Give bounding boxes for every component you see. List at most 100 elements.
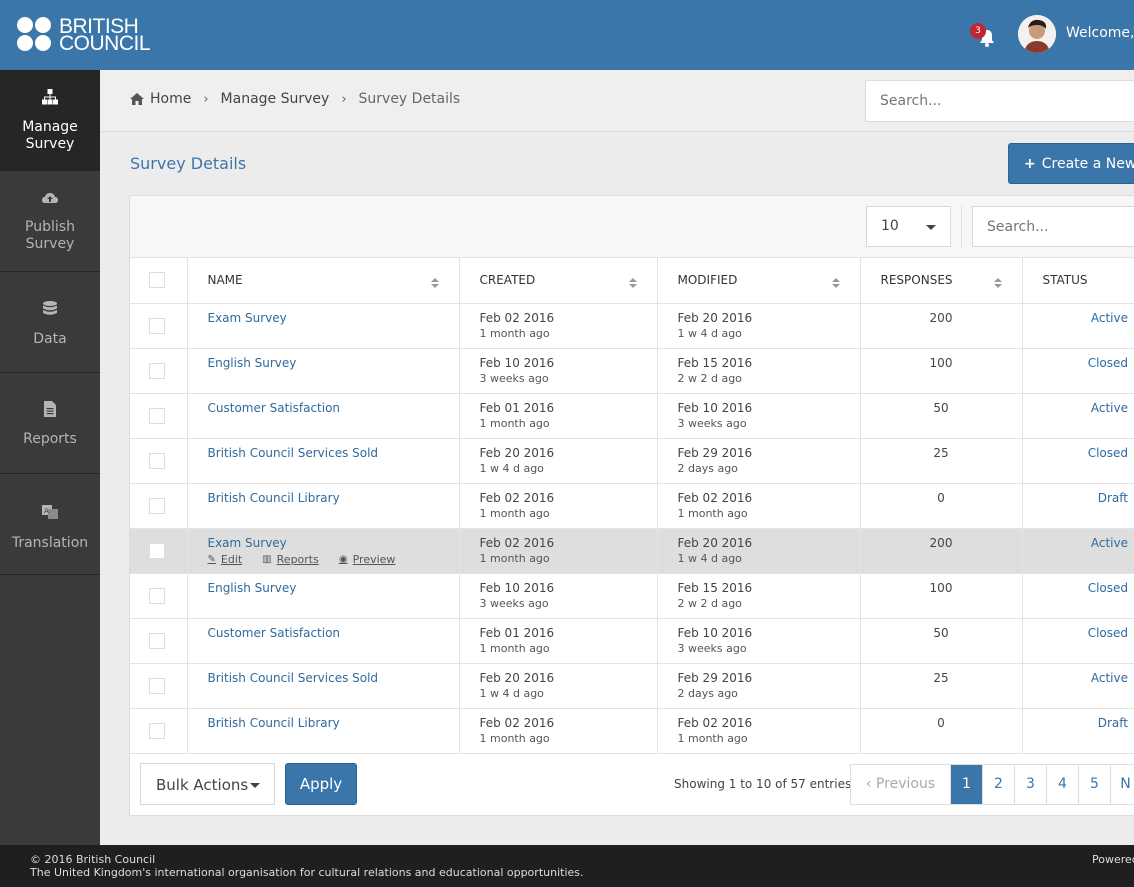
row-checkbox[interactable]	[149, 452, 165, 469]
preview-action[interactable]: ◉ Preview	[339, 553, 396, 566]
responses-cell: 100	[860, 348, 1023, 394]
modified-relative: 2 w 2 d ago	[677, 371, 742, 385]
created-relative: 3 weeks ago	[479, 596, 549, 610]
row-checkbox[interactable]	[149, 362, 165, 379]
modified-cell: Feb 20 2016 1 w 4 d ago	[657, 528, 861, 574]
apply-button[interactable]: Apply	[285, 763, 357, 805]
page-footer: © 2016 British Council The United Kingdo…	[0, 845, 1134, 887]
responses-cell: 0	[860, 708, 1023, 754]
table-row[interactable]: British Council Services Sold Feb 20 201…	[130, 663, 1134, 709]
table-row[interactable]: Customer Satisfaction Feb 01 2016 1 month…	[130, 618, 1134, 664]
sidebar-label-publish-1: Publish	[25, 219, 75, 235]
welcome-text[interactable]: Welcome,	[1066, 25, 1134, 41]
row-checkbox[interactable]	[149, 542, 165, 559]
modified-relative: 3 weeks ago	[677, 416, 747, 430]
row-checkbox[interactable]	[149, 317, 165, 334]
sidebar-label-translation: Translation	[11, 535, 89, 551]
status-badge: Closed	[1022, 573, 1134, 619]
sidebar-label-reports: Reports	[23, 431, 77, 447]
global-search-input[interactable]	[865, 80, 1134, 122]
sidebar-item-publish-survey[interactable]: Publish Survey	[0, 171, 100, 272]
survey-name-link[interactable]: British Council Services Sold	[207, 670, 379, 685]
reports-label: Reports	[276, 552, 319, 566]
survey-name-link[interactable]: British Council Library	[207, 490, 340, 505]
home-icon	[130, 93, 144, 105]
preview-label: Preview	[352, 552, 396, 566]
survey-name-link[interactable]: British Council Services Sold	[207, 445, 379, 460]
name-cell: British Council Services Sold	[187, 663, 460, 709]
survey-name-link[interactable]: Exam Survey	[207, 535, 287, 550]
sidebar-item-reports[interactable]: Reports	[0, 373, 100, 474]
chevron-right-icon: ›	[341, 91, 347, 107]
survey-name-link[interactable]: British Council Library	[207, 715, 340, 730]
breadcrumb-home[interactable]: Home	[150, 91, 192, 107]
table-row[interactable]: Customer Satisfaction Feb 01 2016 1 month…	[130, 393, 1134, 439]
page-size-value: 10	[881, 218, 899, 234]
british-council-logo[interactable]: BRITISH COUNCIL	[17, 15, 151, 54]
page-2-button[interactable]: 2	[983, 765, 1015, 804]
table-row[interactable]: British Council Library Feb 02 2016 1 mon…	[130, 483, 1134, 529]
row-checkbox[interactable]	[149, 587, 165, 604]
survey-name-link[interactable]: Exam Survey	[207, 310, 287, 325]
column-header-name[interactable]: NAME	[187, 258, 460, 304]
survey-name-link[interactable]: Customer Satisfaction	[207, 400, 341, 415]
select-all-checkbox[interactable]	[149, 272, 165, 289]
status-badge: Active	[1022, 393, 1134, 439]
bulk-actions-select[interactable]: Bulk Actions	[140, 763, 275, 805]
avatar[interactable]	[1018, 15, 1056, 53]
column-header-created[interactable]: CREATED	[459, 258, 658, 304]
column-header-responses[interactable]: RESPONSES	[860, 258, 1023, 304]
created-relative: 1 month ago	[479, 641, 550, 655]
status-badge: Active	[1022, 528, 1134, 574]
table-row[interactable]: English Survey Feb 10 2016 3 weeks ago Fe…	[130, 573, 1134, 619]
create-new-button[interactable]: + Create a New	[1008, 143, 1134, 184]
survey-name-link[interactable]: English Survey	[207, 355, 297, 370]
page-3-button[interactable]: 3	[1015, 765, 1047, 804]
created-date: Feb 01 2016	[479, 625, 555, 640]
created-date: Feb 10 2016	[479, 580, 555, 595]
table-row[interactable]: British Council Library Feb 02 2016 1 mon…	[130, 708, 1134, 754]
modified-cell: Feb 15 2016 2 w 2 d ago	[657, 348, 861, 394]
previous-page-button[interactable]: ‹ Previous	[851, 765, 951, 804]
cloud-upload-icon	[42, 193, 58, 203]
next-page-button[interactable]: N	[1111, 765, 1134, 804]
row-checkbox[interactable]	[149, 407, 165, 424]
page-1-button[interactable]: 1	[951, 765, 983, 804]
table-search-input[interactable]	[972, 206, 1134, 247]
row-select-cell	[130, 348, 188, 394]
row-checkbox[interactable]	[149, 497, 165, 514]
created-date: Feb 02 2016	[479, 490, 555, 505]
sidebar-item-translation[interactable]: A Translation	[0, 474, 100, 575]
row-checkbox[interactable]	[149, 722, 165, 739]
column-header-modified[interactable]: MODIFIED	[657, 258, 861, 304]
page-5-button[interactable]: 5	[1079, 765, 1111, 804]
status-badge: Closed	[1022, 348, 1134, 394]
sidebar-item-data[interactable]: Data	[0, 272, 100, 373]
sidebar-label-manage-2: Survey	[25, 136, 75, 152]
row-select-cell	[130, 393, 188, 439]
name-cell: English Survey	[187, 573, 460, 619]
breadcrumb-manage-survey[interactable]: Manage Survey	[220, 91, 330, 107]
modified-date: Feb 20 2016	[677, 535, 753, 550]
row-checkbox[interactable]	[149, 632, 165, 649]
logo-line-1: BRITISH	[59, 15, 139, 38]
reports-action[interactable]: ▥ Reports	[262, 553, 319, 566]
table-row[interactable]: Exam Survey ✎ Edit ▥ Reports ◉ Preview Feb …	[130, 528, 1134, 574]
table-toolbar: 10	[130, 196, 1134, 258]
column-header-status[interactable]: STATUS	[1022, 258, 1134, 304]
footer-copyright: © 2016 British Council	[30, 853, 156, 866]
edit-action[interactable]: ✎ Edit	[208, 553, 243, 566]
created-cell: Feb 02 2016 1 month ago	[459, 483, 658, 529]
sidebar-item-manage-survey[interactable]: Manage Survey	[0, 70, 106, 171]
page-4-button[interactable]: 4	[1047, 765, 1079, 804]
row-checkbox[interactable]	[149, 677, 165, 694]
name-cell: Customer Satisfaction	[187, 618, 460, 664]
table-row[interactable]: English Survey Feb 10 2016 3 weeks ago Fe…	[130, 348, 1134, 394]
survey-name-link[interactable]: English Survey	[207, 580, 297, 595]
page-size-select[interactable]: 10	[866, 206, 951, 247]
database-icon	[43, 301, 57, 315]
table-row[interactable]: Exam Survey Feb 02 2016 1 month ago Feb 2…	[130, 303, 1134, 349]
survey-name-link[interactable]: Customer Satisfaction	[207, 625, 341, 640]
table-row[interactable]: British Council Services Sold Feb 20 201…	[130, 438, 1134, 484]
status-badge: Closed	[1022, 438, 1134, 484]
